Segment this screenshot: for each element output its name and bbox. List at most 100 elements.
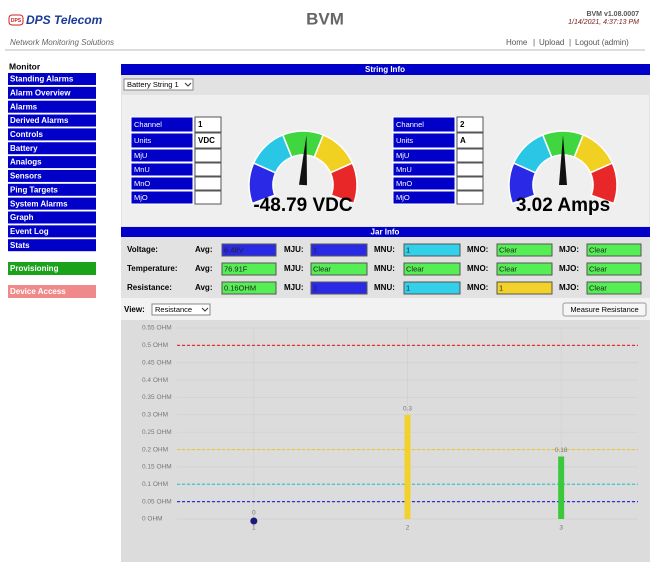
cell-label: MJU: [284, 264, 304, 273]
status-value: 6.48V [224, 245, 244, 254]
cell-label: MJO: [559, 283, 579, 292]
bar [404, 414, 411, 519]
cell-label: MnU [134, 165, 150, 174]
cell-label-bg [130, 162, 194, 177]
select-value: Battery String 1 [127, 80, 179, 89]
tagline: Network Monitoring Solutions [10, 38, 114, 47]
status-value: 1 [313, 283, 317, 292]
status-box [496, 281, 553, 295]
cell-label-bg [130, 148, 194, 163]
menu-item[interactable]: Ping Targets [10, 185, 58, 194]
sidebar-heading: Monitor [9, 61, 41, 71]
cell-label-bg [130, 190, 194, 205]
menu-item-bg [8, 100, 96, 113]
select-box[interactable] [123, 78, 194, 91]
menu-item-bg [8, 128, 96, 141]
menu-item-bg [8, 114, 96, 127]
status-box [221, 281, 277, 295]
nav-link[interactable]: Upload [539, 38, 564, 47]
status-value: 1 [406, 283, 410, 292]
menu-item[interactable]: Controls [10, 130, 43, 139]
status-value: Clear [499, 245, 517, 254]
cell-label: MjU [134, 151, 147, 160]
device-access-bg [8, 285, 96, 298]
y-tick-label: 0.4 OHM [142, 377, 168, 384]
cell-value-bg [456, 190, 484, 205]
nav-link[interactable]: Home [506, 38, 528, 47]
status-box [586, 262, 642, 276]
cell-label: Avg: [195, 283, 212, 292]
status-box [221, 243, 277, 257]
menu-item-bg [8, 225, 96, 238]
y-tick-label: 0.5 OHM [142, 342, 168, 349]
section-title: String Info [365, 65, 405, 74]
logo: DPS Telecom [26, 13, 103, 27]
menu-item[interactable]: Stats [10, 241, 30, 250]
select-box[interactable] [151, 303, 211, 316]
cell-value: 1 [198, 120, 203, 129]
menu-item-bg [8, 156, 96, 169]
cell-label: MnO [134, 179, 150, 188]
cell-label: Units [134, 136, 151, 145]
cell-value-bg [194, 176, 222, 191]
button-bg[interactable] [562, 302, 647, 317]
select-arrow [201, 307, 209, 312]
menu-item[interactable]: System Alarms [10, 199, 68, 208]
menu-item-bg [8, 169, 96, 182]
menu-item-bg [8, 211, 96, 224]
button[interactable]: Measure Resistance [570, 305, 638, 314]
data-label: 0.18 [555, 447, 568, 454]
data-label: 0 [252, 510, 256, 517]
y-tick-label: 0.1 OHM [142, 481, 168, 488]
menu-item[interactable]: Event Log [10, 227, 49, 236]
menu-item[interactable]: Graph [10, 213, 34, 222]
view-row [121, 298, 650, 320]
y-tick-label: 0.05 OHM [142, 498, 172, 505]
y-tick-label: 0.55 OHM [142, 325, 172, 332]
row-label: Temperature: [127, 264, 178, 273]
status-value: 1 [406, 245, 410, 254]
x-tick-label: 3 [559, 525, 563, 532]
menu-item[interactable]: Analogs [10, 158, 42, 167]
cell-label: Channel [134, 120, 162, 129]
menu-item-bg [8, 183, 96, 196]
cell-label: MJU: [284, 245, 304, 254]
gauge-needle [299, 135, 307, 186]
bar [558, 456, 565, 519]
menu-item[interactable]: Provisioning [10, 264, 59, 273]
cell-value: A [460, 136, 466, 145]
status-value: Clear [313, 264, 331, 273]
menu-item-bg [8, 239, 96, 252]
cell-label-bg [392, 176, 456, 191]
cell-label: MnO [396, 179, 412, 188]
gauge-segment [329, 162, 358, 205]
status-value: Clear [406, 264, 424, 273]
status-box [310, 281, 368, 295]
menu-item[interactable]: Device Access [10, 287, 66, 296]
nav-link[interactable]: Logout (admin) [575, 38, 629, 47]
gauge-segment [589, 162, 618, 205]
menu-item[interactable]: Alarm Overview [10, 88, 71, 97]
status-value: Clear [499, 264, 517, 273]
y-tick-label: 0.45 OHM [142, 359, 172, 366]
menu-item[interactable]: Derived Alarms [10, 116, 69, 125]
cell-label-bg [392, 190, 456, 205]
cell-label: MNO: [467, 245, 488, 254]
status-box [403, 243, 461, 257]
logo-badge-text: DPS [11, 18, 22, 24]
menu-item[interactable]: Alarms [10, 102, 38, 111]
cell-value-bg [194, 162, 222, 177]
page-title: BVM [306, 9, 344, 28]
cell-label: MJU: [284, 283, 304, 292]
menu-item-bg [8, 197, 96, 210]
cell-label-bg [130, 132, 194, 149]
gauge-needle [559, 135, 567, 185]
cell-value-bg [194, 148, 222, 163]
menu-item[interactable]: Sensors [10, 172, 42, 181]
menu-item[interactable]: Standing Alarms [10, 75, 74, 84]
menu-item[interactable]: Battery [10, 144, 38, 153]
status-box [310, 243, 368, 257]
status-value: Clear [589, 283, 607, 292]
